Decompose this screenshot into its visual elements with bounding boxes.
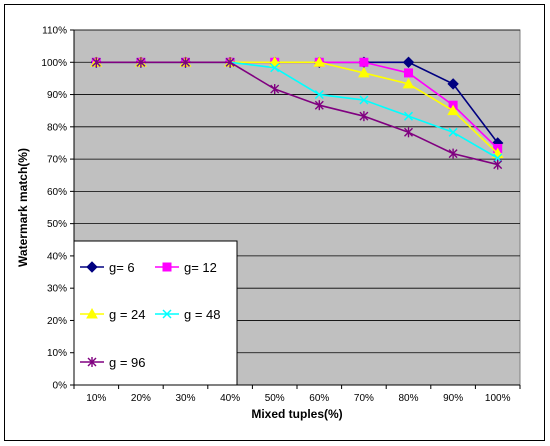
data-point (447, 104, 459, 116)
legend-label: g = 96 (109, 355, 146, 370)
data-point (358, 66, 370, 78)
y-tick-label: 90% (47, 90, 67, 101)
series-layer (90, 56, 504, 170)
y-tick-label: 10% (47, 348, 67, 359)
legend-item: g = 96 (80, 355, 146, 370)
legend-marker (87, 357, 97, 367)
data-point (270, 63, 280, 73)
marker-stroke (493, 153, 503, 163)
y-tick-label: 110% (42, 26, 67, 37)
marker-stroke (270, 63, 280, 73)
legend-marker (86, 261, 98, 273)
y-tick-label: 0% (53, 381, 68, 392)
data-point (402, 56, 415, 68)
y-tick-label: 50% (47, 219, 67, 230)
x-tick-label: 80% (398, 393, 418, 404)
data-point (493, 159, 503, 170)
series-line (96, 61, 498, 166)
data-point (404, 68, 413, 78)
data-point (270, 84, 280, 95)
legend-label: g= 6 (109, 260, 135, 275)
x-tick-label: 20% (131, 393, 151, 404)
data-point (448, 127, 458, 137)
data-point (359, 111, 369, 122)
data-point (359, 95, 369, 105)
data-point (314, 90, 324, 100)
legend-marker (86, 307, 98, 319)
x-tick-label: 10% (86, 393, 106, 404)
data-point (136, 57, 146, 68)
data-point (404, 127, 413, 138)
marker-stroke (359, 95, 369, 105)
x-tick-label: 50% (265, 393, 285, 404)
y-axis-title: Watermark match(%) (16, 148, 30, 267)
data-point (268, 56, 281, 67)
data-point (313, 56, 326, 67)
legend-label: g= 12 (184, 260, 217, 275)
series-5 (91, 57, 503, 170)
x-tick-label: 70% (354, 393, 374, 404)
x-tick-label: 90% (443, 393, 463, 404)
x-tick-label: 30% (175, 393, 195, 404)
data-point (91, 57, 101, 68)
marker-stroke (314, 90, 324, 100)
legend-item: g= 6 (80, 260, 135, 275)
y-tick-label: 70% (47, 155, 67, 166)
marker-stroke (403, 111, 414, 121)
legend-marker (162, 262, 172, 272)
legend-marker (162, 309, 172, 319)
data-point (225, 57, 235, 68)
data-point (403, 111, 414, 121)
x-tick-label: 100% (485, 393, 511, 404)
x-axis-title: Mixed tuples(%) (251, 407, 342, 421)
legend-box (73, 240, 238, 386)
y-tick-label: 40% (47, 251, 67, 262)
data-point (448, 148, 458, 159)
y-tick-label: 80% (47, 122, 67, 133)
legend-label: g = 48 (184, 307, 221, 322)
marker-stroke (162, 309, 172, 319)
legend: g= 6 g= 12 g = 24 g = 48 g = 96 (73, 240, 238, 386)
marker-stroke (448, 127, 458, 137)
x-tick-label: 60% (309, 393, 329, 404)
legend-label: g = 24 (109, 307, 146, 322)
data-point (359, 57, 369, 67)
y-tick-label: 20% (47, 316, 67, 327)
y-tick-label: 60% (47, 187, 67, 198)
data-point (181, 57, 190, 68)
data-point (402, 77, 415, 89)
data-point (493, 153, 503, 163)
data-point (447, 78, 459, 90)
y-tick-label: 100% (41, 58, 67, 69)
y-tick-label: 30% (47, 284, 67, 295)
data-point (314, 100, 324, 111)
legend-item: g = 24 (80, 307, 146, 322)
legend-item: g = 48 (155, 307, 221, 322)
legend-item: g= 12 (155, 260, 217, 275)
x-tick-label: 40% (220, 393, 240, 404)
